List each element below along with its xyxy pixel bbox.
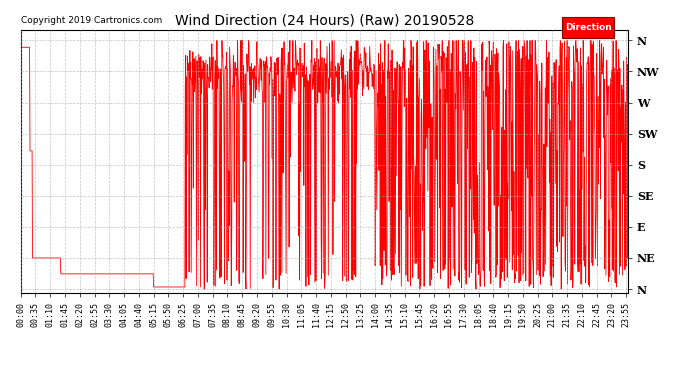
Title: Wind Direction (24 Hours) (Raw) 20190528: Wind Direction (24 Hours) (Raw) 20190528: [175, 13, 474, 27]
Text: Copyright 2019 Cartronics.com: Copyright 2019 Cartronics.com: [21, 16, 162, 25]
Text: Direction: Direction: [565, 22, 611, 32]
